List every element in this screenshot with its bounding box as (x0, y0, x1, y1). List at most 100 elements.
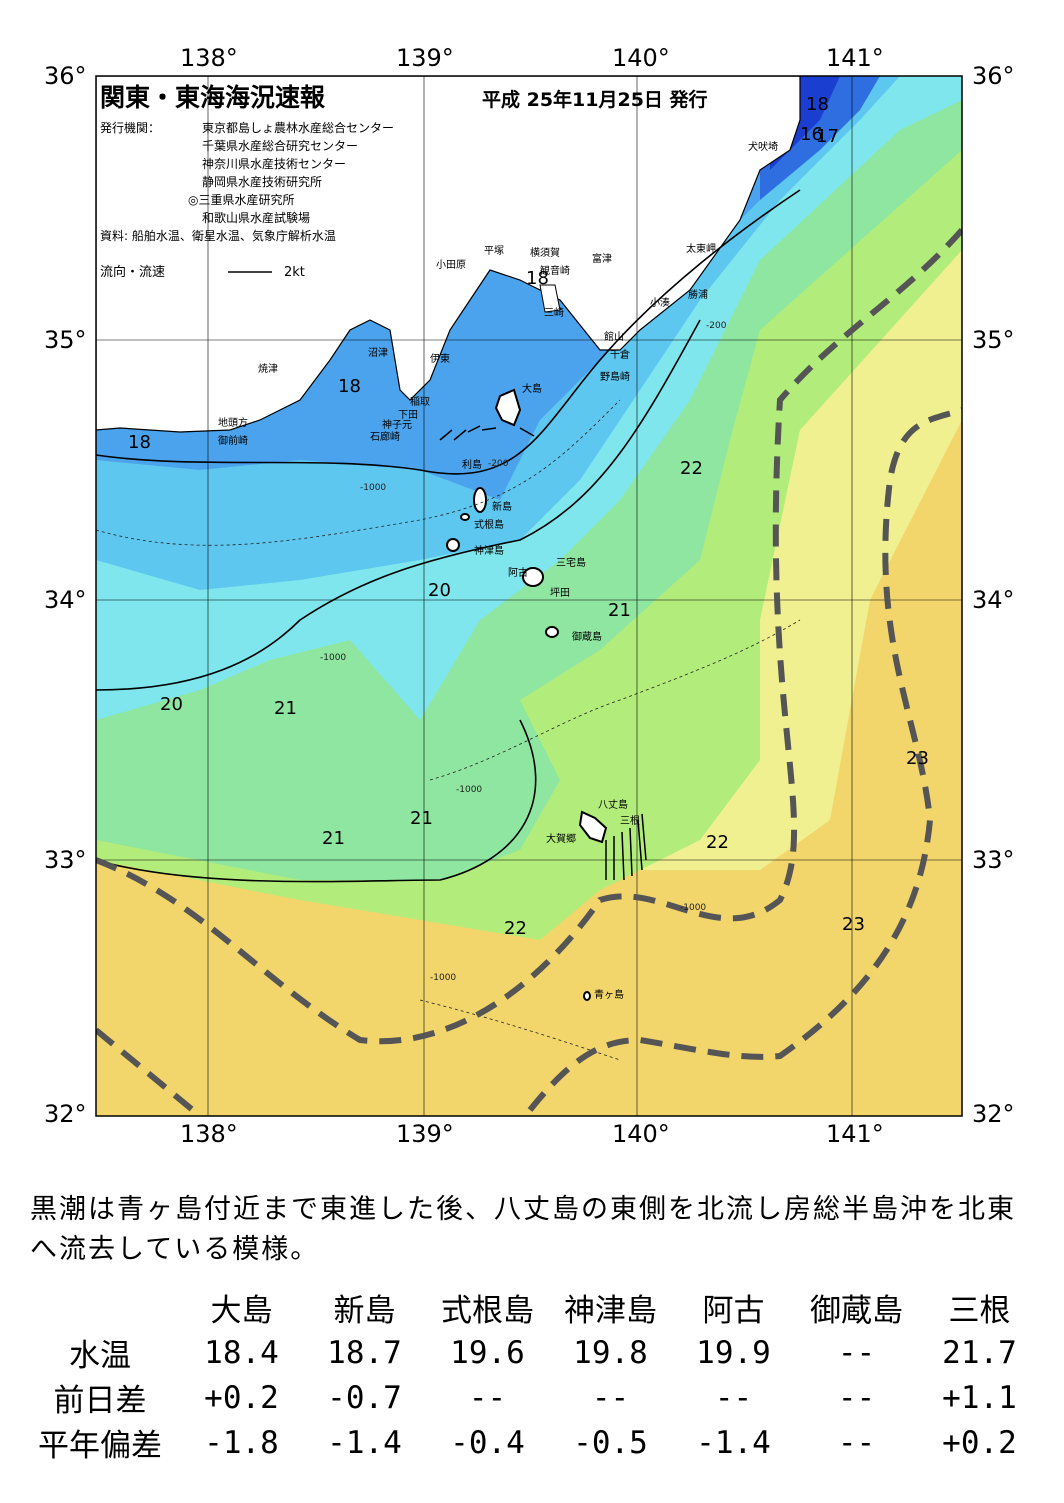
place-name-omaezaki: 御前崎 (218, 434, 248, 447)
lat-label-36-left: 36° (44, 62, 87, 90)
place-name-oshima: 大島 (522, 382, 542, 395)
lon-label-138-top: 138° (180, 44, 238, 72)
place-name-tateyama: 館山 (604, 330, 624, 343)
place-name-miyakejima: 三宅島 (556, 556, 586, 569)
isotherm-label: 18 (128, 432, 151, 453)
isotherm-label: 22 (680, 458, 703, 479)
table-cell: 19.8 (573, 1334, 648, 1371)
place-name-niijima: 新島 (492, 500, 512, 513)
table-cell: -1.4 (696, 1424, 771, 1461)
sea-temperature-map: 関東・東海海況速報 平成 25年11月25日 発行 発行機関： 東京都島しょ農林… (95, 75, 963, 1117)
row-label: 前日差 (53, 1383, 147, 1419)
isotherm-label: 17 (816, 126, 839, 147)
isotherm-label: 20 (160, 694, 183, 715)
lon-label-140-top: 140° (612, 44, 670, 72)
isotherm-label: 18 (338, 376, 361, 397)
table-cell: -- (591, 1379, 630, 1416)
table-cell: -- (714, 1379, 753, 1416)
lat-label-35-left: 35° (44, 326, 87, 354)
table-row: 平年偏差 -1.8 -1.4 -0.4 -0.5 -1.4 -- +0.2 (20, 1420, 1041, 1465)
isotherm-label: 18 (526, 268, 549, 289)
isotherm-label: 21 (608, 600, 631, 621)
lon-label-140-bottom: 140° (612, 1120, 670, 1148)
publisher-3: 神奈川県水産技術センター (202, 156, 346, 171)
place-name-hiratsuka: 平塚 (484, 245, 504, 257)
place-name-irozaki: 石廊崎 (370, 430, 400, 443)
lat-label-34-right: 34° (972, 586, 1015, 614)
isotherm-label: 22 (504, 918, 527, 939)
water-temperature-table: 大島 新島 式根島 神津島 阿古 御蔵島 三根 水温 18.4 18.7 19.… (20, 1285, 1041, 1465)
place-name-mikurajima: 御蔵島 (572, 630, 602, 643)
lat-label-33-left: 33° (44, 846, 87, 874)
place-name-hachijojima: 八丈島 (598, 798, 628, 811)
publisher-4: 静岡県水産技術研究所 (202, 174, 322, 189)
table-cell: 19.9 (696, 1334, 771, 1371)
table-cell: -0.5 (573, 1424, 648, 1461)
table-cell: -1.4 (327, 1424, 402, 1461)
table-cell: +0.2 (204, 1379, 279, 1416)
lat-label-34-left: 34° (44, 586, 87, 614)
island-shikinejima (460, 513, 470, 521)
row-label: 平年偏差 (38, 1428, 162, 1464)
lat-label-32-left: 32° (44, 1100, 87, 1128)
depth-contour-label: -1000 (456, 785, 482, 795)
isotherm-label: 23 (842, 914, 865, 935)
kuroshio-south (96, 1027, 202, 1116)
legend-label: 流向・流速 (100, 264, 165, 280)
land-honshu (96, 76, 801, 433)
place-name-ako: 阿古 (508, 566, 528, 579)
publisher-label: 発行機関： (100, 120, 160, 135)
place-name-yaizu: 焼津 (258, 363, 278, 375)
table-cell: -- (837, 1424, 876, 1461)
lat-label-36-right: 36° (972, 62, 1015, 90)
lon-label-138-bottom: 138° (180, 1120, 238, 1148)
column-header: 御蔵島 (810, 1293, 903, 1329)
place-name-mikomoto: 神子元 (382, 418, 412, 431)
place-name-okago: 大賀郷 (546, 832, 576, 845)
depth-contour-label: -1000 (680, 903, 706, 913)
place-name-chikura: 千倉 (610, 348, 630, 361)
place-name-numazu: 沼津 (368, 346, 388, 359)
publisher-6: 和歌山県水産試験場 (202, 210, 310, 225)
table-cell: -- (468, 1379, 507, 1416)
place-name-odawara: 小田原 (436, 259, 466, 271)
island-niijima (473, 487, 487, 513)
place-name-misaki: 三崎 (544, 306, 564, 319)
table-cell: 18.7 (327, 1334, 402, 1371)
place-name-aogashima: 青ヶ島 (594, 988, 624, 1001)
place-name-inatori: 稲取 (410, 396, 430, 408)
kuroshio-description: 黒潮は青ヶ島付近まで東進した後、八丈島の東側を北流し房総半島沖を北東へ流去してい… (30, 1194, 1016, 1265)
place-name-katsuura: 勝浦 (688, 288, 708, 301)
legend-scale: 2kt (284, 265, 305, 280)
lon-label-141-top: 141° (826, 44, 884, 72)
row-label: 水温 (69, 1338, 131, 1374)
place-name-kominato: 小湊 (650, 296, 670, 309)
source-note: 資料: 船舶水温、衛星水温、気象庁解析水温 (100, 228, 336, 243)
isotherm-label: 23 (906, 748, 929, 769)
place-name-jitogata: 地頭方 (218, 416, 248, 429)
depth-contour-label: -1000 (320, 653, 346, 663)
place-name-nojimazaki: 野島崎 (600, 370, 630, 383)
lat-label-35-right: 35° (972, 326, 1015, 354)
table-cell: 21.7 (942, 1334, 1017, 1371)
column-header: 大島 (210, 1293, 273, 1329)
isotherm-label: 21 (410, 808, 433, 829)
isotherm-label: 22 (706, 832, 729, 853)
table-cell: +0.2 (942, 1424, 1017, 1461)
table-cell: -1.8 (204, 1424, 279, 1461)
publisher-5: ◎三重県水産研究所 (188, 192, 294, 207)
depth-contour-label: -200 (706, 321, 727, 331)
place-name-shikinejima: 式根島 (474, 518, 504, 531)
island-miyakejima (522, 567, 544, 587)
place-name-mitsune: 三根 (620, 814, 640, 827)
column-header: 三根 (948, 1293, 1011, 1329)
place-name-kozushima: 神津島 (474, 544, 504, 557)
place-name-toshima: 利島 (462, 458, 482, 471)
column-header: 阿古 (702, 1293, 765, 1329)
place-name-shimoda: 下田 (398, 410, 418, 421)
table-cell: -- (837, 1334, 876, 1371)
table-cell: 18.4 (204, 1334, 279, 1371)
lat-label-32-right: 32° (972, 1100, 1015, 1128)
depth-contour-label: -1000 (360, 483, 386, 493)
depth-contour-label: -200 (488, 459, 509, 469)
